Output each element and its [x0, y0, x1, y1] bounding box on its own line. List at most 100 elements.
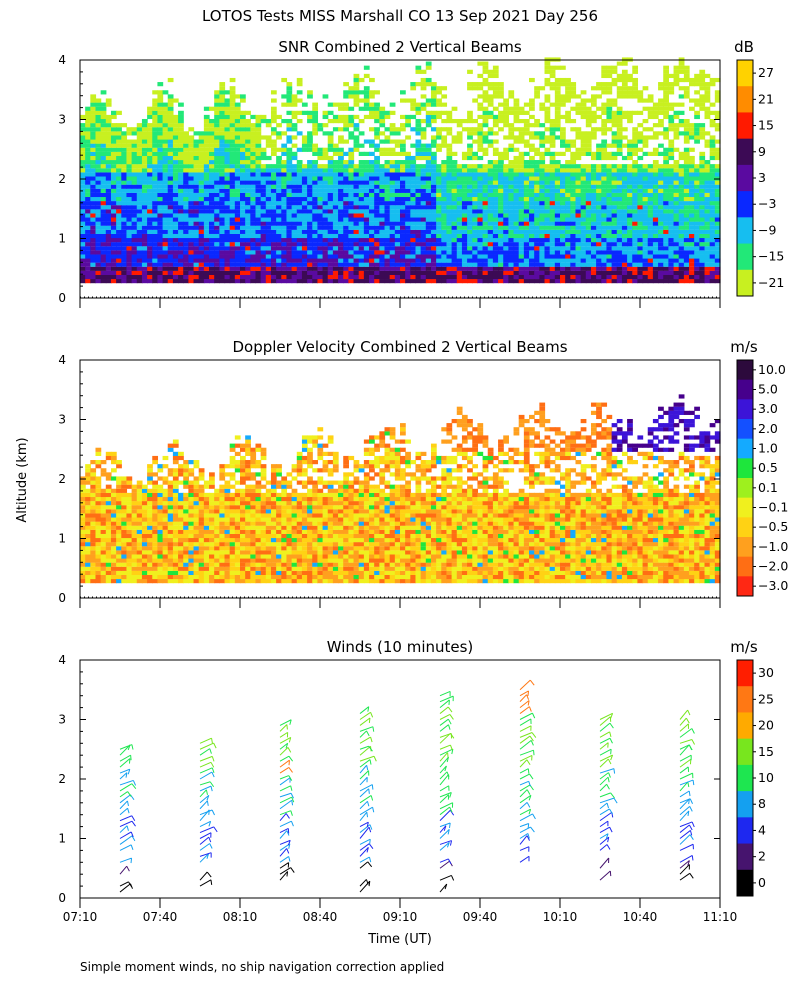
snr-cell — [240, 270, 246, 276]
snr-cell — [116, 155, 122, 161]
snr-cell — [369, 205, 375, 210]
snr-cell — [110, 139, 117, 144]
snr-cell — [209, 205, 215, 210]
snr-cell — [245, 213, 251, 218]
snr-cell — [482, 221, 489, 226]
snr-cell — [281, 184, 288, 189]
snr-cell — [430, 118, 437, 124]
snr-cell — [694, 127, 700, 132]
snr-cell — [606, 176, 613, 181]
snr-cell — [642, 151, 649, 157]
snr-cell — [539, 205, 546, 210]
snr-cell — [689, 221, 695, 226]
snr-cell — [441, 110, 448, 115]
snr-cell — [110, 221, 117, 226]
snr-cell — [647, 266, 654, 271]
snr-cell — [178, 131, 184, 136]
snr-cell — [234, 229, 241, 234]
snr-cell — [627, 217, 633, 222]
snr-cell — [549, 131, 556, 136]
snr-cell — [451, 106, 458, 111]
snr-cell — [420, 225, 427, 230]
snr-cell — [565, 258, 571, 263]
snr-cell — [683, 127, 690, 132]
snr-cell — [477, 217, 484, 222]
snr-cell — [291, 254, 298, 259]
snr-cell — [632, 205, 639, 210]
snr-cell — [136, 217, 143, 222]
snr-cell — [518, 213, 525, 218]
snr-cell — [461, 127, 468, 132]
snr-cell — [110, 250, 117, 255]
snr-cell — [637, 246, 644, 251]
snr-cell — [529, 147, 535, 152]
snr-cell — [652, 184, 659, 189]
snr-cell — [492, 147, 499, 152]
snr-cell — [80, 246, 86, 251]
snr-cell — [234, 258, 241, 263]
snr-cell — [131, 164, 138, 169]
snr-cell — [363, 98, 370, 103]
snr-cell — [487, 254, 494, 259]
snr-cell — [224, 279, 231, 284]
snr-cell — [534, 250, 540, 255]
snr-cell — [389, 180, 396, 185]
snr-cell — [121, 270, 128, 276]
snr-cell — [317, 262, 324, 267]
snr-cell — [637, 205, 644, 210]
snr-cell — [467, 250, 473, 255]
snr-cell — [193, 147, 200, 152]
snr-cell — [379, 205, 386, 210]
snr-cell — [250, 168, 257, 173]
snr-cell — [286, 82, 293, 87]
snr-cell — [632, 250, 639, 255]
snr-cell — [689, 188, 695, 193]
snr-cell — [446, 114, 453, 120]
snr-cell — [183, 184, 189, 189]
snr-cell — [658, 82, 664, 87]
snr-cell — [523, 201, 530, 206]
snr-cell — [338, 172, 344, 177]
snr-cell — [152, 188, 159, 193]
snr-cell — [405, 201, 411, 206]
snr-cell — [575, 180, 582, 185]
snr-cell — [498, 118, 504, 124]
snr-cell — [307, 143, 313, 148]
snr-cell — [570, 229, 577, 234]
snr-cell — [683, 205, 690, 210]
snr-cell — [157, 98, 164, 103]
snr-cell — [193, 155, 200, 161]
snr-cell — [503, 229, 509, 234]
snr-cell — [374, 246, 380, 251]
snr-cell — [616, 131, 623, 136]
snr-cell — [172, 254, 179, 259]
snr-cell — [157, 110, 164, 115]
snr-cell — [477, 274, 484, 280]
snr-cell — [596, 225, 602, 230]
snr-cell — [585, 110, 592, 115]
snr-cell — [678, 180, 685, 185]
snr-cell — [415, 192, 422, 198]
snr-cell — [616, 114, 623, 120]
snr-cell — [652, 258, 659, 263]
snr-cell — [606, 164, 613, 169]
snr-cell — [430, 110, 437, 115]
snr-cell — [482, 201, 489, 206]
snr-cell — [487, 69, 494, 74]
snr-cell — [327, 205, 334, 210]
snr-cell — [141, 201, 148, 206]
snr-cell — [229, 258, 236, 263]
snr-cell — [296, 172, 303, 177]
snr-cell — [240, 233, 246, 239]
snr-cell — [461, 151, 468, 157]
snr-cell — [534, 86, 540, 91]
snr-cell — [632, 82, 639, 87]
snr-cell — [348, 131, 355, 136]
snr-cell — [699, 172, 706, 177]
snr-cell — [420, 188, 427, 193]
snr-cell — [560, 77, 566, 83]
snr-cell — [353, 246, 360, 251]
snr-cell — [642, 168, 649, 173]
snr-cell — [405, 123, 411, 128]
snr-cell — [157, 242, 164, 247]
